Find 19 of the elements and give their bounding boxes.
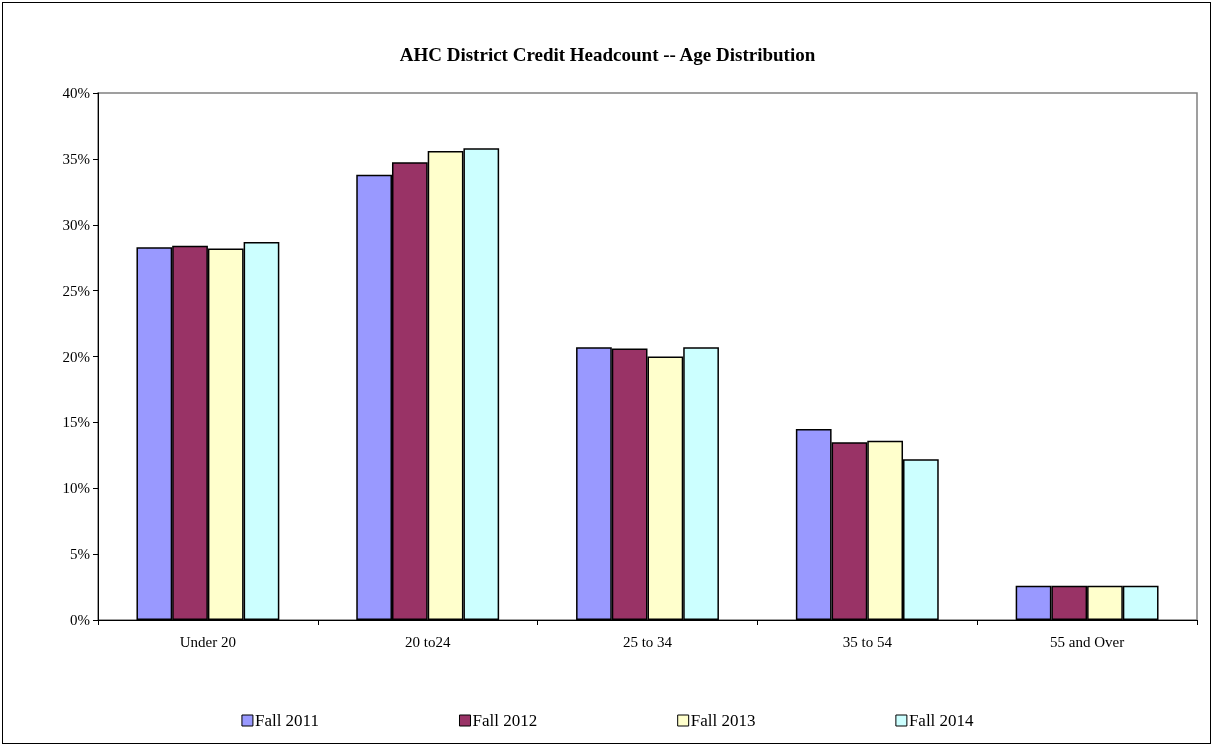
y-tick-label: 0% xyxy=(70,612,90,628)
chart-title: AHC District Credit Headcount -- Age Distribution xyxy=(399,44,816,65)
x-tick-label: 25 to 34 xyxy=(622,633,673,650)
legend-label: Fall 2014 xyxy=(908,711,975,730)
x-tick-label: 35 to 54 xyxy=(842,633,893,650)
y-tick-label: 40% xyxy=(62,85,90,101)
y-tick-label: 5% xyxy=(70,546,90,563)
legend-label: Fall 2012 xyxy=(472,711,538,730)
y-tick-label: 30% xyxy=(62,216,90,233)
y-tick-label: 20% xyxy=(62,348,90,365)
x-tick-label: 55 and Over xyxy=(1050,633,1125,650)
legend-label: Fall 2011 xyxy=(254,711,319,730)
y-tick-label: 10% xyxy=(62,480,90,497)
y-tick-label: 25% xyxy=(62,282,90,299)
y-tick-label: 35% xyxy=(62,150,90,167)
x-tick-label: Under 20 xyxy=(179,633,237,650)
y-tick-label: 15% xyxy=(62,414,90,431)
x-tick-label: 20 to24 xyxy=(404,633,451,650)
legend-label: Fall 2013 xyxy=(690,711,756,730)
